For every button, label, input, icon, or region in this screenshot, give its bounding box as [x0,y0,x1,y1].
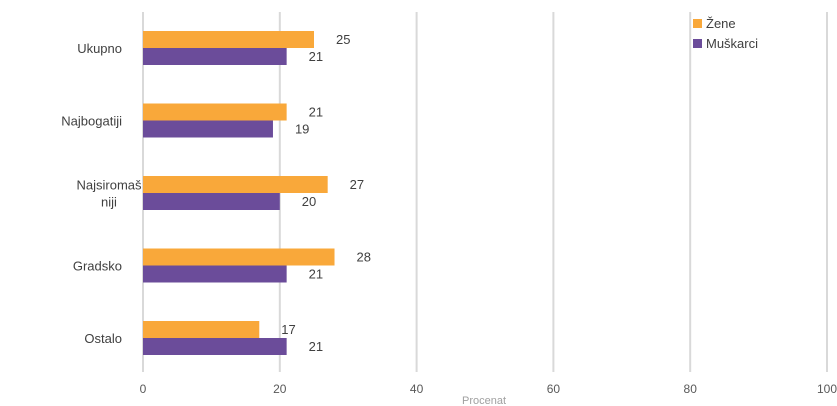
data-label-zene-2: 27 [350,177,364,192]
x-tick-labels: 0 20 40 60 80 100 [140,382,837,396]
data-label-muskarci-3: 21 [309,267,323,282]
bar-muskarci-4 [143,338,287,355]
data-label-zene-1: 21 [309,105,323,120]
bar-zene-1 [143,103,287,121]
data-label-zene-0: 25 [336,32,350,47]
data-label-muskarci-1: 19 [295,122,309,137]
x-tick-label-80: 80 [684,382,698,396]
legend-label-muskarci: Muškarci [706,36,758,51]
x-axis-title: Procenat [462,395,506,406]
bar-muskarci-2 [143,193,280,210]
x-tick-label-40: 40 [410,382,424,396]
category-label-0: Ukupno [77,41,122,56]
category-label-4: Ostalo [84,331,122,346]
category-labels: Ukupno Najbogatiji Najsiromaš niji Gradsko Os… [61,41,142,346]
bar-zene-3 [143,248,335,266]
x-tick-label-20: 20 [273,382,287,396]
data-label-zene-3: 28 [357,250,371,265]
legend-swatch-zene [693,19,702,28]
data-label-muskarci-0: 21 [309,49,323,64]
category-label-1: Najbogatiji [61,114,122,129]
gridlines [142,12,828,372]
bar-muskarci-3 [143,265,287,283]
x-tick-label-100: 100 [817,382,837,396]
bar-zene-4 [143,321,260,338]
bar-muskarci-1 [143,120,273,138]
category-label-2: Najsiromaš niji [76,178,142,210]
legend-label-zene: Žene [706,16,736,31]
x-tick-label-60: 60 [547,382,561,396]
legend-swatch-muskarci [693,39,702,48]
legend: Žene Muškarci [693,16,758,51]
bar-zene-2 [143,176,328,193]
category-label-3: Gradsko [73,259,122,274]
data-label-muskarci-4: 21 [309,339,323,354]
data-label-muskarci-2: 20 [302,194,316,209]
bar-zene-0 [143,31,314,48]
data-label-zene-4: 17 [281,322,295,337]
bar-muskarci-0 [143,48,287,65]
bars [143,31,335,355]
x-tick-label-0: 0 [140,382,147,396]
